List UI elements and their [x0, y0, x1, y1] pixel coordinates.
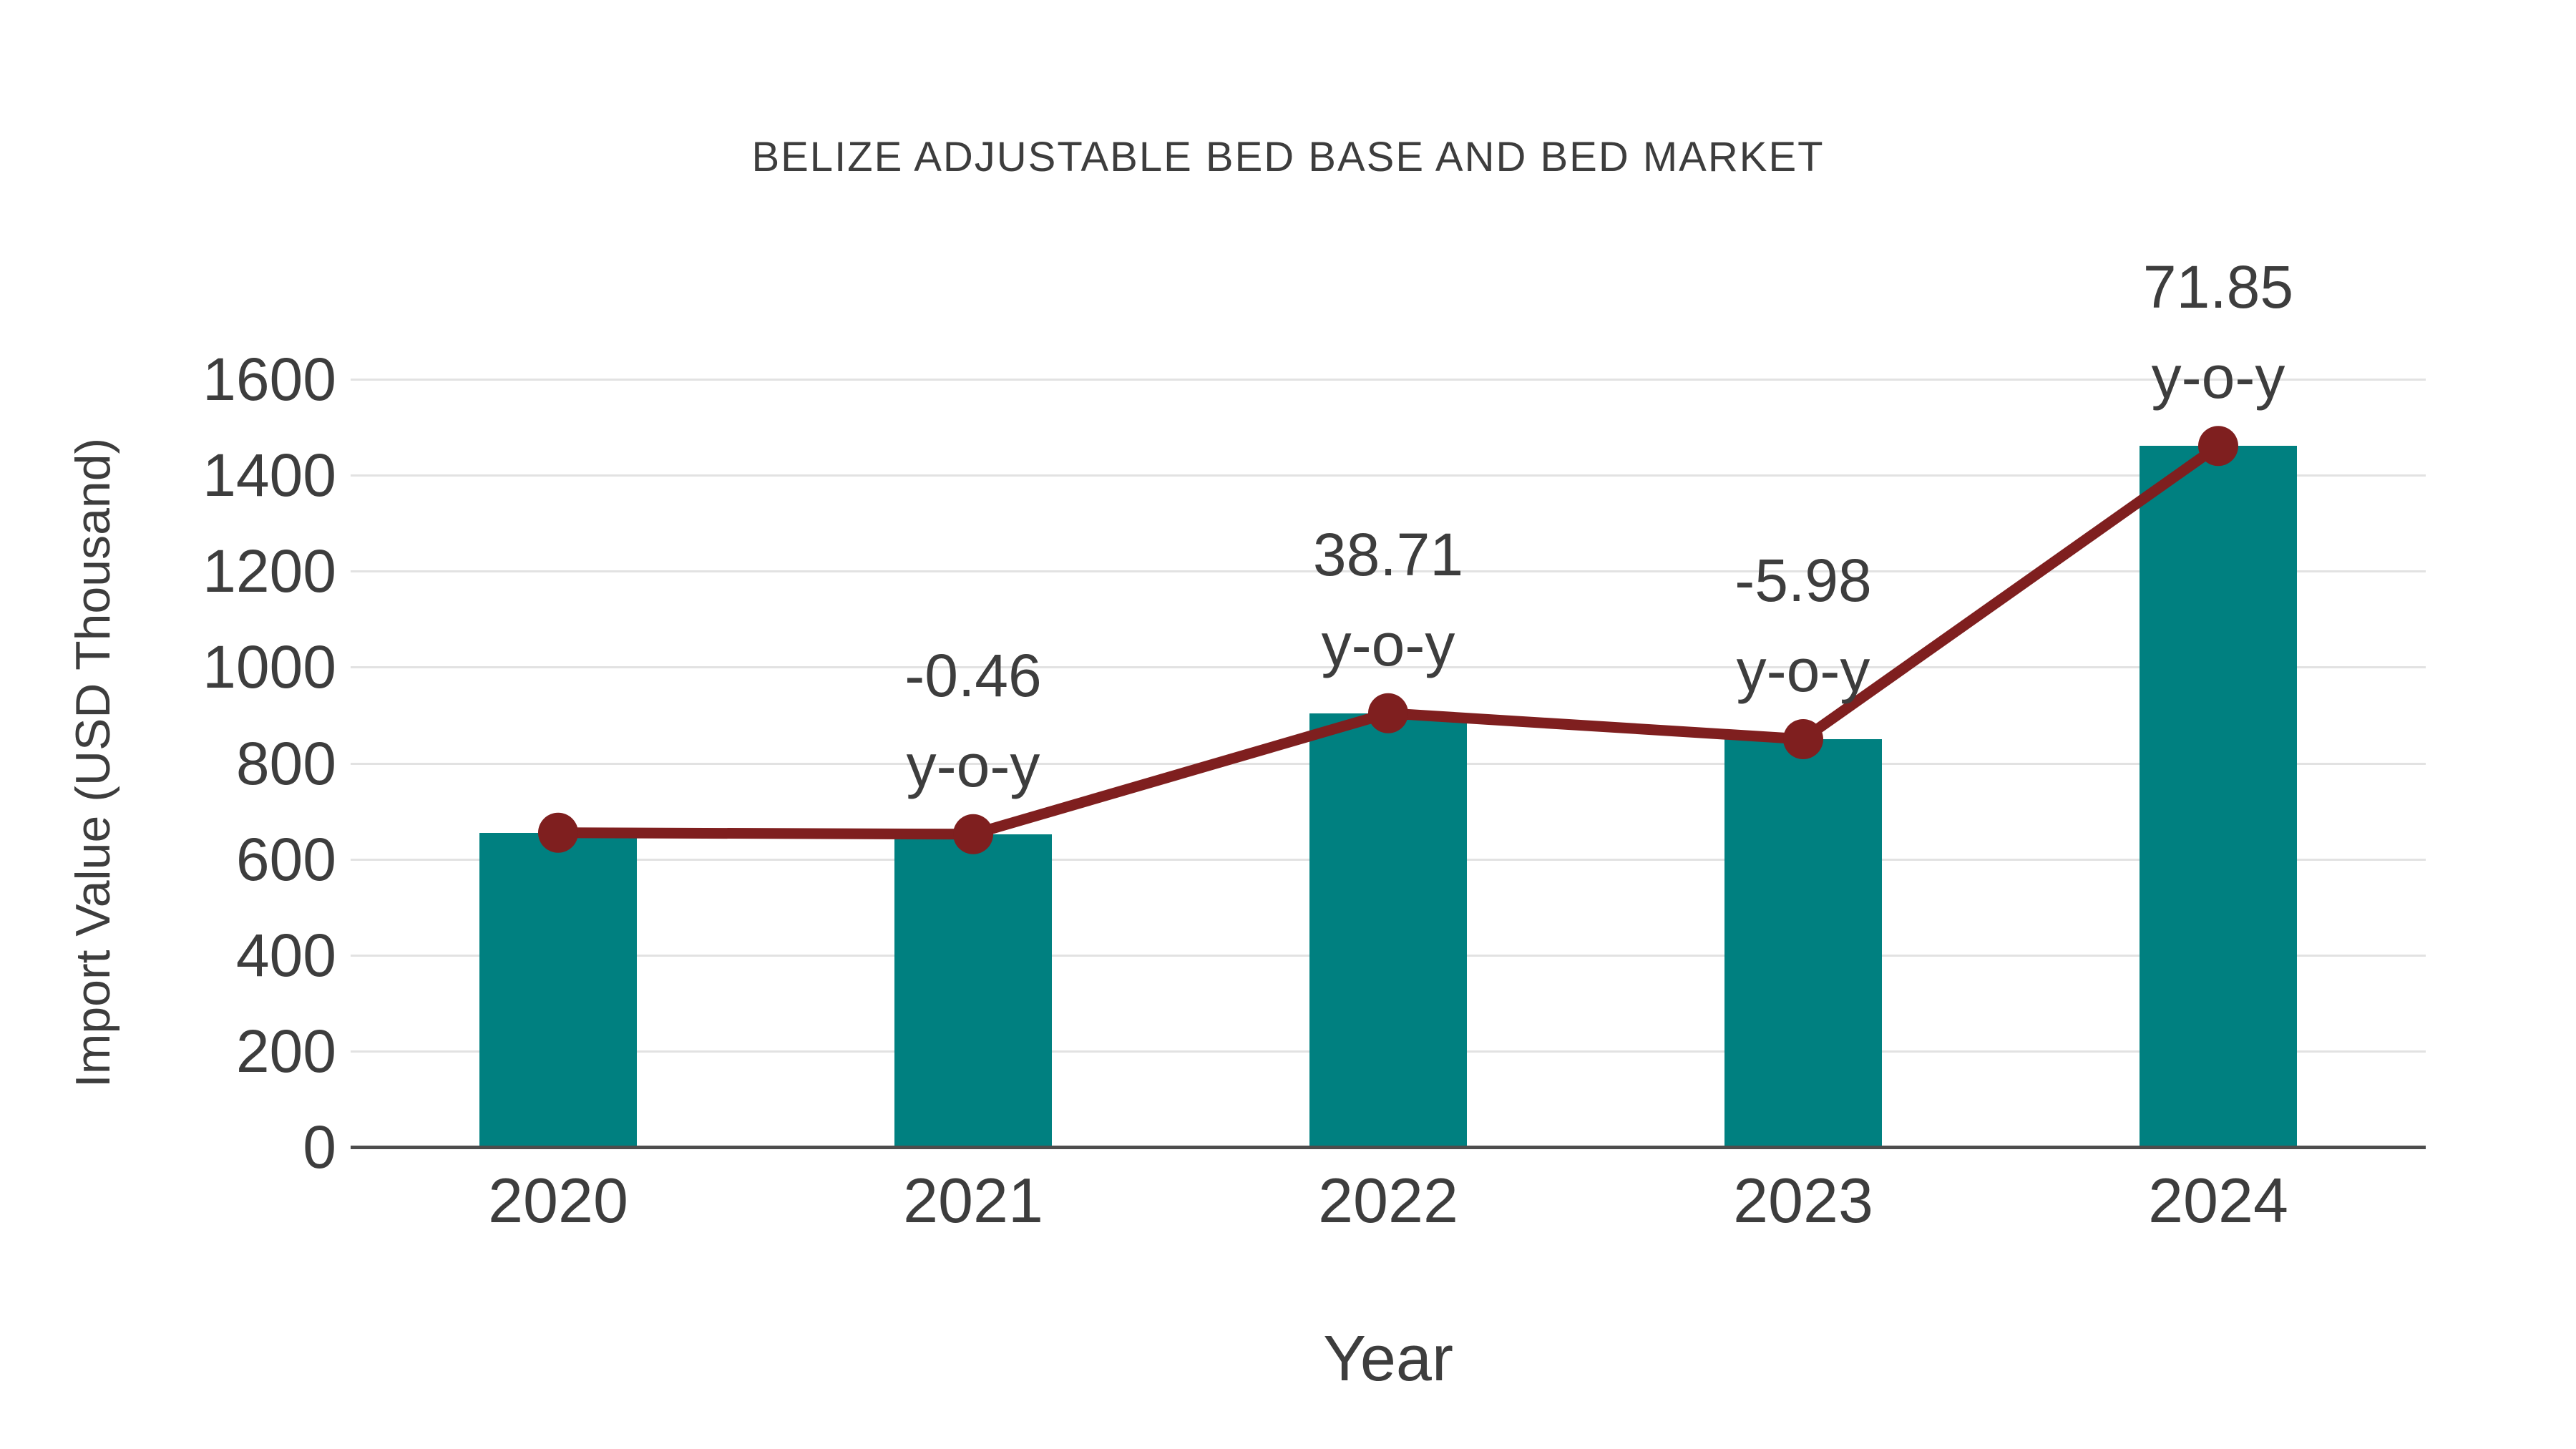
yoy-annotation-suffix: y-o-y — [906, 731, 1040, 799]
bar — [1724, 738, 1882, 1147]
y-tick-label: 1200 — [203, 537, 336, 605]
x-axis-title: Year — [1323, 1323, 1453, 1395]
yoy-annotation-value: 71.85 — [2142, 253, 2294, 321]
yoy-annotation-value: -0.46 — [904, 641, 1042, 709]
bar — [479, 832, 637, 1147]
yoy-annotation: 71.85 y-o-y — [2143, 242, 2293, 422]
gridline — [351, 474, 2426, 477]
chart-title: BELIZE ADJUSTABLE BED BASE AND BED MARKE… — [751, 134, 1825, 180]
y-tick-label: 1600 — [203, 346, 336, 413]
yoy-annotation-suffix: y-o-y — [1321, 610, 1455, 678]
bar — [894, 834, 1052, 1147]
x-tick-label: 2022 — [1318, 1165, 1458, 1236]
x-tick-label: 2023 — [1733, 1165, 1873, 1236]
yoy-annotation: -0.46 y-o-y — [904, 630, 1041, 811]
x-tick-label: 2020 — [488, 1165, 628, 1236]
y-tick-label: 200 — [235, 1017, 336, 1085]
yoy-annotation-value: -5.98 — [1735, 546, 1872, 614]
bar — [1309, 713, 1467, 1147]
x-axis-line — [351, 1146, 2426, 1149]
y-tick-label: 400 — [235, 921, 336, 989]
yoy-annotation-suffix: y-o-y — [2151, 343, 2285, 411]
bar — [2140, 446, 2297, 1147]
yoy-annotation: -5.98 y-o-y — [1735, 535, 1871, 716]
y-tick-label: 1400 — [203, 441, 336, 509]
y-tick-label: 1000 — [203, 633, 336, 701]
y-tick-label: 600 — [235, 825, 336, 893]
x-tick-label: 2021 — [903, 1165, 1043, 1236]
yoy-annotation-suffix: y-o-y — [1736, 636, 1870, 704]
y-tick-label: 800 — [235, 729, 336, 797]
yoy-annotation-value: 38.71 — [1312, 520, 1464, 588]
y-tick-label: 0 — [303, 1113, 336, 1181]
gridline — [351, 379, 2426, 381]
yoy-annotation: 38.71 y-o-y — [1313, 509, 1463, 690]
x-tick-label: 2024 — [2148, 1165, 2288, 1236]
